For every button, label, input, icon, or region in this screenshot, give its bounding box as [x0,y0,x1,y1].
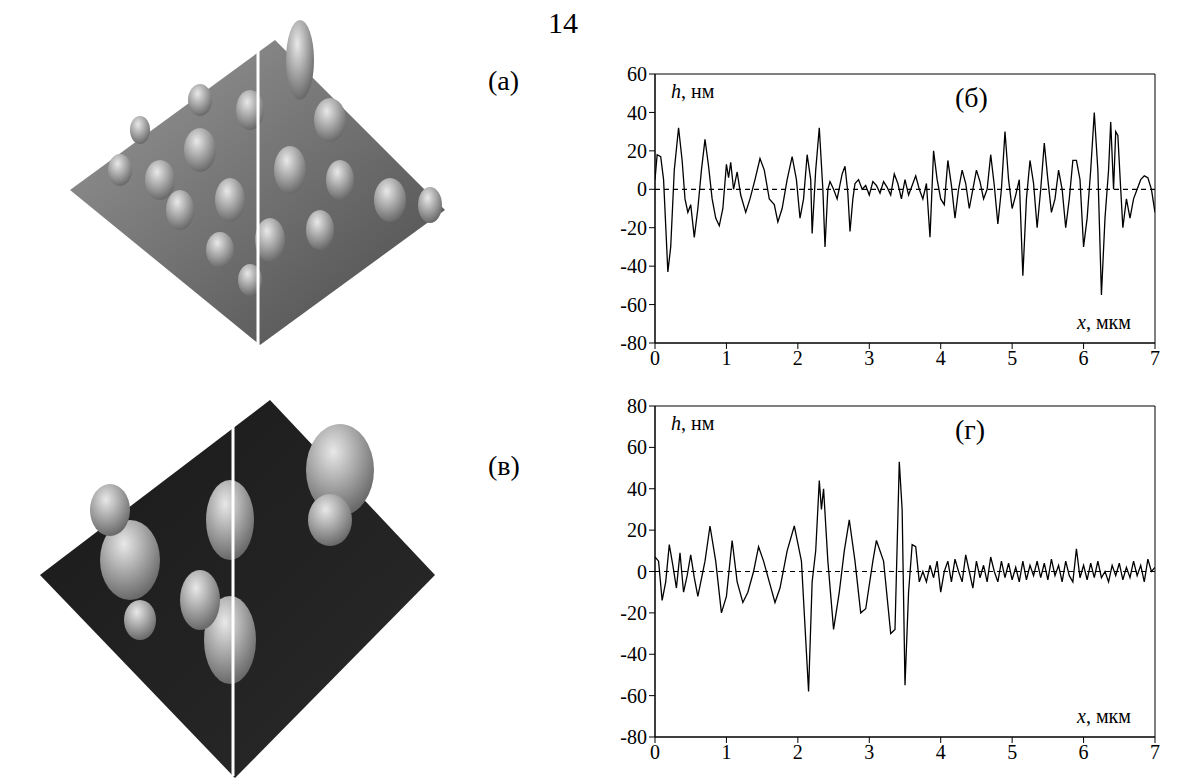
svg-text:1: 1 [721,347,731,369]
svg-text:1: 1 [721,741,731,763]
svg-text:4: 4 [936,741,946,763]
svg-text:(а): (а) [488,65,519,96]
svg-text:5: 5 [1007,347,1017,369]
svg-text:6: 6 [1079,741,1089,763]
html-text:(б): (б) [955,82,988,113]
svg-text:3: 3 [864,347,874,369]
svg-text:20: 20 [627,519,647,541]
html-text:14: 14 [548,6,578,39]
svg-text:4: 4 [936,347,946,369]
svg-text:-20: -20 [620,217,647,239]
svg-text:40: 40 [627,102,647,124]
svg-text:-20: -20 [620,602,647,624]
html-text:h, нм: h, нм [671,80,715,102]
svg-text:0: 0 [650,741,660,763]
svg-text:-60: -60 [620,685,647,707]
svg-text:0: 0 [637,561,647,583]
svg-text:-40: -40 [620,643,647,665]
svg-text:-80: -80 [620,726,647,748]
html-text:h, нм: h, нм [671,412,715,434]
svg-text:0: 0 [637,178,647,200]
html-text:x, мкм: x, мкм [1077,311,1131,333]
svg-text:-80: -80 [620,332,647,354]
svg-text:0: 0 [650,347,660,369]
svg-text:60: 60 [627,63,647,85]
svg-text:60: 60 [627,436,647,458]
svg-text:40: 40 [627,478,647,500]
svg-text:-40: -40 [620,255,647,277]
svg-text:-60: -60 [620,294,647,316]
svg-text:7: 7 [1150,741,1160,763]
svg-text:80: 80 [627,395,647,417]
svg-text:20: 20 [627,140,647,162]
svg-text:(в): (в) [488,450,520,481]
html-text:x, мкм: x, мкм [1077,705,1131,727]
svg-text:2: 2 [793,741,803,763]
html-text:(г): (г) [955,414,986,445]
svg-text:5: 5 [1007,741,1017,763]
svg-text:2: 2 [793,347,803,369]
svg-text:7: 7 [1150,347,1160,369]
svg-text:6: 6 [1079,347,1089,369]
svg-text:3: 3 [864,741,874,763]
